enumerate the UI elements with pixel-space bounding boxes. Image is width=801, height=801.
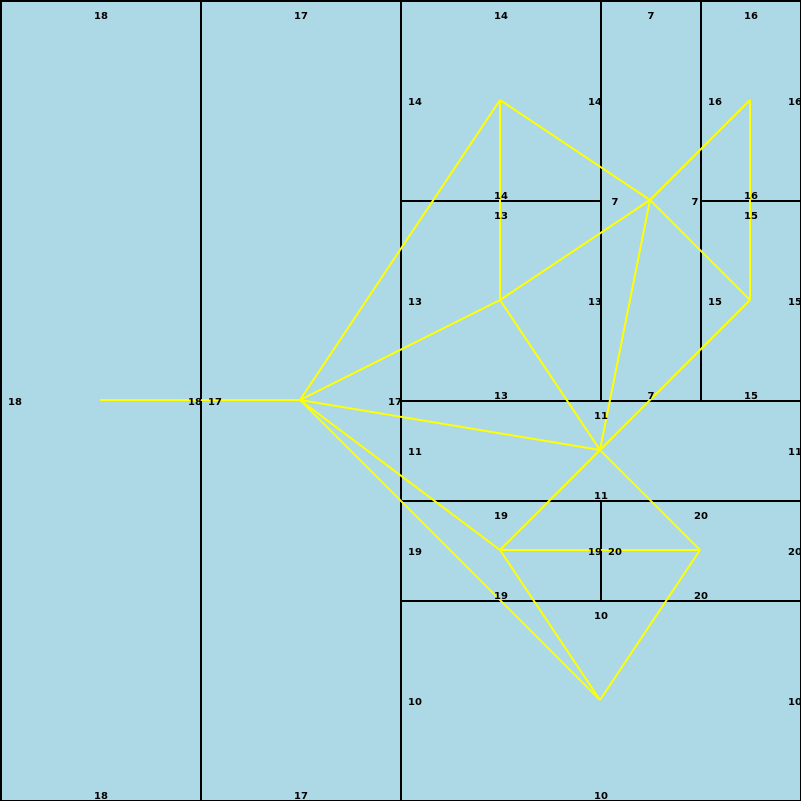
edge-17-13 bbox=[299, 299, 501, 401]
edge-11-20 bbox=[599, 449, 701, 551]
region-15-label-top: 15 bbox=[744, 211, 758, 222]
region-13-label-right: 13 bbox=[588, 297, 602, 308]
region-14-label-top: 14 bbox=[494, 11, 508, 22]
region-20-label-right: 20 bbox=[788, 547, 801, 558]
region-16-label-right: 16 bbox=[788, 97, 801, 108]
region-13-label-bottom: 13 bbox=[494, 391, 508, 402]
edge-11-19 bbox=[499, 449, 601, 551]
region-13-label-left: 13 bbox=[408, 297, 422, 308]
region-17-label-bottom: 17 bbox=[294, 791, 308, 801]
region-19-label-right: 19 bbox=[588, 547, 602, 558]
region-19-label-bottom: 19 bbox=[494, 591, 508, 602]
region-11-label-bottom: 11 bbox=[594, 491, 608, 502]
region-20-label-bottom: 20 bbox=[694, 591, 708, 602]
region-20-label-left: 20 bbox=[608, 547, 622, 558]
region-11-label-top: 11 bbox=[594, 411, 608, 422]
region-10 bbox=[400, 600, 801, 801]
region-14-label-right: 14 bbox=[588, 97, 602, 108]
region-17-label-left: 17 bbox=[208, 397, 222, 408]
edge-17-10 bbox=[299, 399, 601, 701]
region-18-label-top: 18 bbox=[94, 11, 108, 22]
edge-17-19 bbox=[299, 399, 501, 551]
region-19-label-left: 19 bbox=[408, 547, 422, 558]
edge-19-10 bbox=[499, 549, 601, 701]
edge-7-16 bbox=[649, 99, 751, 201]
region-20-label-top: 20 bbox=[694, 511, 708, 522]
region-10-label-left: 10 bbox=[408, 697, 422, 708]
edge-15-11 bbox=[599, 299, 751, 451]
region-10-label-bottom: 10 bbox=[594, 791, 608, 801]
region-7-label-left: 7 bbox=[612, 197, 619, 208]
edge-13-11 bbox=[499, 299, 601, 451]
edge-17-11 bbox=[299, 399, 601, 451]
region-11-label-right: 11 bbox=[788, 447, 801, 458]
labels-layer: 18 18 18 18 17 17 17 17 14 14 14 14 7 7 7 7 16 16 16 16 13 13… bbox=[8, 11, 801, 801]
region-19-label-top: 19 bbox=[494, 511, 508, 522]
region-15-label-left: 15 bbox=[708, 297, 722, 308]
region-15-label-bottom: 15 bbox=[744, 391, 758, 402]
region-16-label-top: 16 bbox=[744, 11, 758, 22]
region-16-label-bottom: 16 bbox=[744, 191, 758, 202]
region-18-label-bottom: 18 bbox=[94, 791, 108, 801]
edge-7-13 bbox=[499, 199, 651, 301]
region-13-label-top: 13 bbox=[494, 211, 508, 222]
edge-17-14 bbox=[299, 99, 501, 401]
region-17-label-right: 17 bbox=[388, 397, 402, 408]
region-18-label-left: 18 bbox=[8, 397, 22, 408]
edge-14-7 bbox=[499, 99, 651, 201]
region-16-label-left: 16 bbox=[708, 97, 722, 108]
region-7-label-bottom: 7 bbox=[648, 391, 655, 402]
region-14-label-bottom: 14 bbox=[494, 191, 508, 202]
region-11-label-left: 11 bbox=[408, 447, 422, 458]
region-10-label-top: 10 bbox=[594, 611, 608, 622]
edge-7-15 bbox=[649, 199, 751, 301]
region-7-label-right: 7 bbox=[692, 197, 699, 208]
edge-7-11 bbox=[599, 199, 651, 451]
edge-20-10 bbox=[599, 549, 701, 701]
region-18-label-right: 18 bbox=[188, 397, 202, 408]
region-14-label-left: 14 bbox=[408, 97, 422, 108]
edges-layer bbox=[100, 99, 751, 701]
region-17-label-top: 17 bbox=[294, 11, 308, 22]
region-15-label-right: 15 bbox=[788, 297, 801, 308]
region-7-label-top: 7 bbox=[648, 11, 655, 22]
region-10-label-right: 10 bbox=[788, 697, 801, 708]
